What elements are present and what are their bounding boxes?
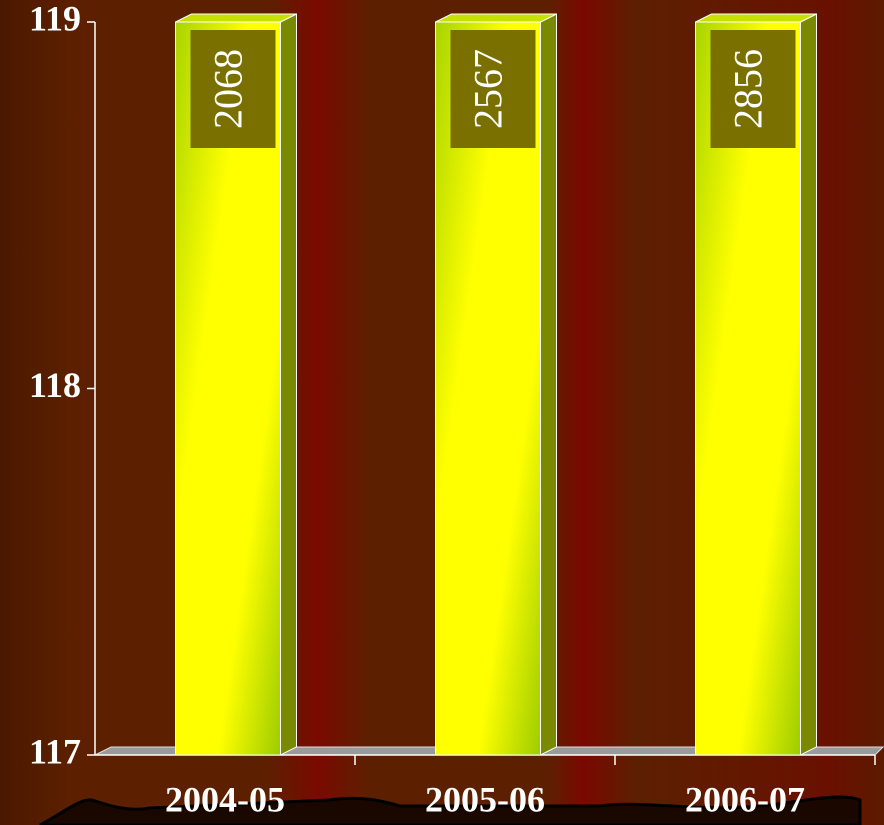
x-tick-label: 2005-06 xyxy=(425,779,545,819)
y-tick-label: 118 xyxy=(29,365,81,405)
value-label-box xyxy=(190,30,276,148)
bar-side xyxy=(800,13,817,756)
x-tick-label: 2004-05 xyxy=(165,779,285,819)
y-tick-label: 117 xyxy=(29,731,81,771)
value-label-box xyxy=(450,30,536,148)
bar-group: 2567 xyxy=(435,13,557,756)
x-tick-label: 2006-07 xyxy=(685,779,805,819)
value-label: 2567 xyxy=(466,49,511,129)
bar-side xyxy=(540,13,557,756)
value-label: 2856 xyxy=(726,49,771,129)
bar-top xyxy=(695,13,817,23)
decoration xyxy=(39,795,862,825)
bar-group: 2068 xyxy=(175,13,297,756)
bar-top xyxy=(175,13,297,23)
value-label-box xyxy=(710,30,796,148)
bar-group: 2856 xyxy=(695,13,817,756)
bar-top xyxy=(435,13,557,23)
value-label: 2068 xyxy=(206,49,251,129)
y-tick-label: 119 xyxy=(29,0,81,38)
bar-side xyxy=(280,13,297,756)
